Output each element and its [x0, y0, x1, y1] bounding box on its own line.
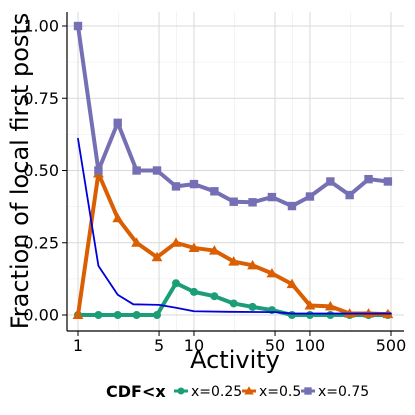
series-x-0-5-point — [112, 212, 124, 223]
y-tick-label: 1.00 — [23, 17, 59, 36]
series-x-0-75-point — [364, 174, 373, 184]
legend-items: x=0.25 x=0.5 x=0.75 — [174, 384, 369, 400]
series-x-0-25-point — [248, 302, 257, 311]
x-tick-label: 100 — [295, 336, 326, 355]
y-tick-label: 0.00 — [23, 306, 59, 325]
series-x-0-25-point — [229, 299, 238, 308]
series-x-0-5-point — [131, 237, 142, 247]
x-tick-label: 5 — [154, 336, 164, 355]
series-x-0-25-point — [326, 311, 335, 319]
x-ticks: 1 5 10 50 100 500 — [73, 331, 406, 355]
series-x-0-75-point — [248, 198, 257, 207]
legend-key-marker — [177, 387, 185, 395]
legend-key-marker — [304, 387, 312, 395]
series-x-0-25-point — [305, 311, 314, 319]
legend-title: CDF<x — [106, 382, 166, 401]
grid-minor — [67, 12, 404, 331]
series-x-0-25-point — [172, 279, 181, 288]
y-tick-label: 0.25 — [23, 233, 59, 252]
series-x-0-5-point — [208, 245, 220, 255]
series-x-0-75-point — [305, 192, 315, 201]
series-x-0-75-point — [326, 177, 335, 186]
series-x-0-5-point — [170, 237, 182, 247]
series-x-0-75-point — [229, 197, 238, 206]
legend-label: x=0.5 — [259, 384, 301, 400]
legend: CDF<x x=0.25 x=0.5 x=0.75 — [106, 382, 369, 401]
series-layer — [72, 21, 394, 320]
series-x-0-75-point — [210, 187, 219, 196]
series-x-0-75-point — [189, 179, 199, 189]
series-x-0-5-point — [286, 278, 298, 289]
series-x-0-75-point — [345, 190, 354, 200]
y-tick-label: 0.75 — [23, 89, 59, 108]
series-x-0-5-point — [72, 309, 84, 320]
y-tick-label: 0.50 — [23, 161, 59, 180]
series-x-0-75-point — [383, 177, 393, 186]
series-x-0-25-point — [94, 311, 103, 319]
y-axis-title: Fraction of local first posts — [6, 13, 34, 330]
series-x-0-75-point — [152, 166, 162, 175]
x-tick-label: 1 — [73, 336, 83, 355]
x-tick-label: 500 — [376, 336, 407, 355]
y-ticks: 0.00 0.25 0.50 0.75 1.00 — [23, 17, 67, 325]
x-axis-title: Activity — [190, 346, 280, 374]
x-tick-label: 50 — [265, 336, 285, 355]
legend-label: x=0.75 — [318, 384, 369, 400]
series-x-0-5-point — [151, 251, 163, 262]
series-x-0-75-point — [73, 21, 83, 31]
series-x-0-75-point — [267, 192, 277, 202]
plot-background — [67, 12, 404, 331]
series-x-0-75-point — [171, 182, 181, 191]
series-x-0-25-point — [153, 311, 162, 319]
series-x-0-25-point — [132, 311, 141, 319]
series-x-0-25-point — [189, 287, 198, 296]
series-x-0-75-point — [132, 166, 141, 175]
x-tick-label: 10 — [184, 336, 204, 355]
series-x-0-5-point — [266, 267, 278, 278]
series-x-0-5-point — [247, 259, 258, 270]
series-x-0-75-point — [94, 166, 103, 175]
series-x-0-5-point — [324, 300, 336, 311]
legend-label: x=0.25 — [191, 384, 242, 400]
series-4-line — [77, 137, 392, 315]
series-x-0-5-point — [304, 300, 316, 310]
series-x-0-5-point — [188, 242, 200, 253]
series-x-0-25-point — [113, 311, 122, 319]
series-x-0-75-point — [113, 118, 122, 128]
series-x-0-25-point — [210, 292, 219, 301]
series-x-0-75-point — [287, 201, 297, 211]
series-x-0-5-point — [228, 256, 240, 266]
grid-major — [67, 12, 404, 331]
legend-key-marker — [244, 386, 254, 395]
series-x-0-25-point — [287, 311, 296, 319]
